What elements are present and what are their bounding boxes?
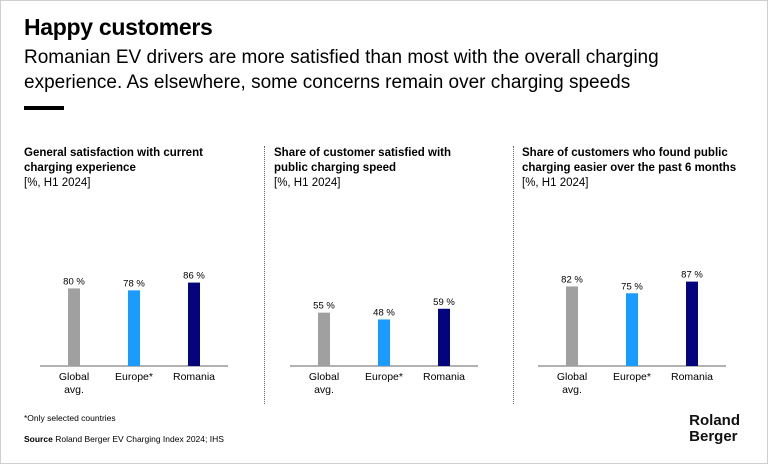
chart-3: 82 % Global avg. 75 % Europe* 87 % Romania xyxy=(538,270,726,396)
chart-2: 55 % Global avg. 48 % Europe* 59 % Romania xyxy=(290,297,478,396)
chart-panel-2: Share of customer satisfied with public … xyxy=(274,146,504,406)
data-label: 55 % xyxy=(313,301,335,312)
data-label: 87 % xyxy=(681,270,703,281)
data-label: 80 % xyxy=(63,276,85,287)
category-label: Europe* xyxy=(613,371,651,383)
category-label: Romania xyxy=(173,371,215,383)
category-label: Romania xyxy=(423,371,465,383)
chart-1: 80 % Global avg. 78 % Europe* 86 % Romania xyxy=(40,271,228,396)
bar xyxy=(626,293,638,366)
page-subtitle: Romanian EV drivers are more satisfied t… xyxy=(24,47,659,93)
bar xyxy=(188,282,200,366)
divider xyxy=(513,146,514,404)
data-label: 48 % xyxy=(373,307,395,318)
data-label: 82 % xyxy=(561,274,583,285)
data-label: 75 % xyxy=(621,281,643,292)
data-label: 86 % xyxy=(183,271,205,282)
data-label: 78 % xyxy=(123,278,145,289)
chart-panel-1: General satisfaction with current chargi… xyxy=(24,146,254,406)
category-label: Global avg. xyxy=(557,371,587,396)
bar xyxy=(318,312,330,366)
chart-unit: [%, H1 2024] xyxy=(24,177,91,189)
bar xyxy=(68,288,80,366)
roland-berger-logo: Roland Berger xyxy=(689,412,740,445)
chart-unit: [%, H1 2024] xyxy=(522,177,589,189)
bar xyxy=(438,308,450,366)
data-label: 59 % xyxy=(433,297,455,308)
chart-title: Share of customer satisfied with public … xyxy=(274,147,452,174)
bar xyxy=(378,319,390,366)
category-label: Europe* xyxy=(365,371,403,383)
category-label: Romania xyxy=(671,371,713,383)
footnote: *Only selected countries xyxy=(24,413,116,423)
source: Source Roland Berger EV Charging Index 2… xyxy=(24,434,224,444)
chart-title: General satisfaction with current chargi… xyxy=(24,147,203,174)
page-title: Happy customers xyxy=(24,14,213,40)
bar xyxy=(686,281,698,366)
chart-panel-3: Share of customers who found public char… xyxy=(522,146,752,406)
bar xyxy=(128,290,140,366)
title-rule xyxy=(24,106,64,110)
category-label: Global avg. xyxy=(59,371,89,396)
chart-title: Share of customers who found public char… xyxy=(522,147,737,174)
bar xyxy=(566,286,578,366)
divider xyxy=(264,146,265,404)
chart-unit: [%, H1 2024] xyxy=(274,177,341,189)
source-label: Source xyxy=(24,434,53,444)
source-text: Roland Berger EV Charging Index 2024; IH… xyxy=(55,434,224,444)
category-label: Global avg. xyxy=(309,371,339,396)
category-label: Europe* xyxy=(115,371,153,383)
